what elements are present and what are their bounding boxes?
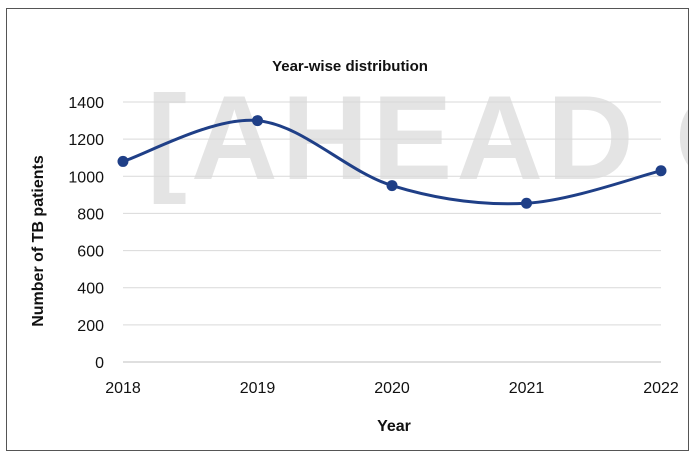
x-tick-label: 2022 <box>643 380 679 397</box>
y-tick-label: 1000 <box>68 169 104 186</box>
series-layer <box>117 115 667 209</box>
x-tick-label: 2020 <box>374 380 410 397</box>
data-point-2019 <box>252 115 263 127</box>
y-tick-label: 1400 <box>68 95 104 112</box>
y-tick-label: 400 <box>77 281 104 298</box>
x-axis-label: Year <box>377 418 411 435</box>
y-tick-labels: 0 200 400 600 800 1000 1200 1400 <box>68 95 104 372</box>
x-tick-label: 2019 <box>240 380 276 397</box>
x-tick-label: 2021 <box>509 380 545 397</box>
watermark-text: [AHEAD O <box>147 71 689 205</box>
data-point-2020 <box>386 180 398 192</box>
y-axis-label: Number of TB patients <box>30 155 47 327</box>
data-point-2021 <box>521 197 532 209</box>
y-tick-label: 0 <box>95 355 104 372</box>
y-tick-label: 1200 <box>68 132 104 149</box>
x-tick-label: 2018 <box>105 380 141 397</box>
y-tick-label: 200 <box>77 318 104 335</box>
y-tick-label: 800 <box>77 206 104 223</box>
data-point-2022 <box>655 165 667 177</box>
data-point-2018 <box>117 155 129 167</box>
x-tick-labels: 2018 2019 2020 2021 2022 <box>105 380 679 397</box>
chart-title: Year-wise distribution <box>272 58 428 75</box>
y-tick-label: 600 <box>77 244 104 261</box>
gridlines <box>123 101 661 363</box>
